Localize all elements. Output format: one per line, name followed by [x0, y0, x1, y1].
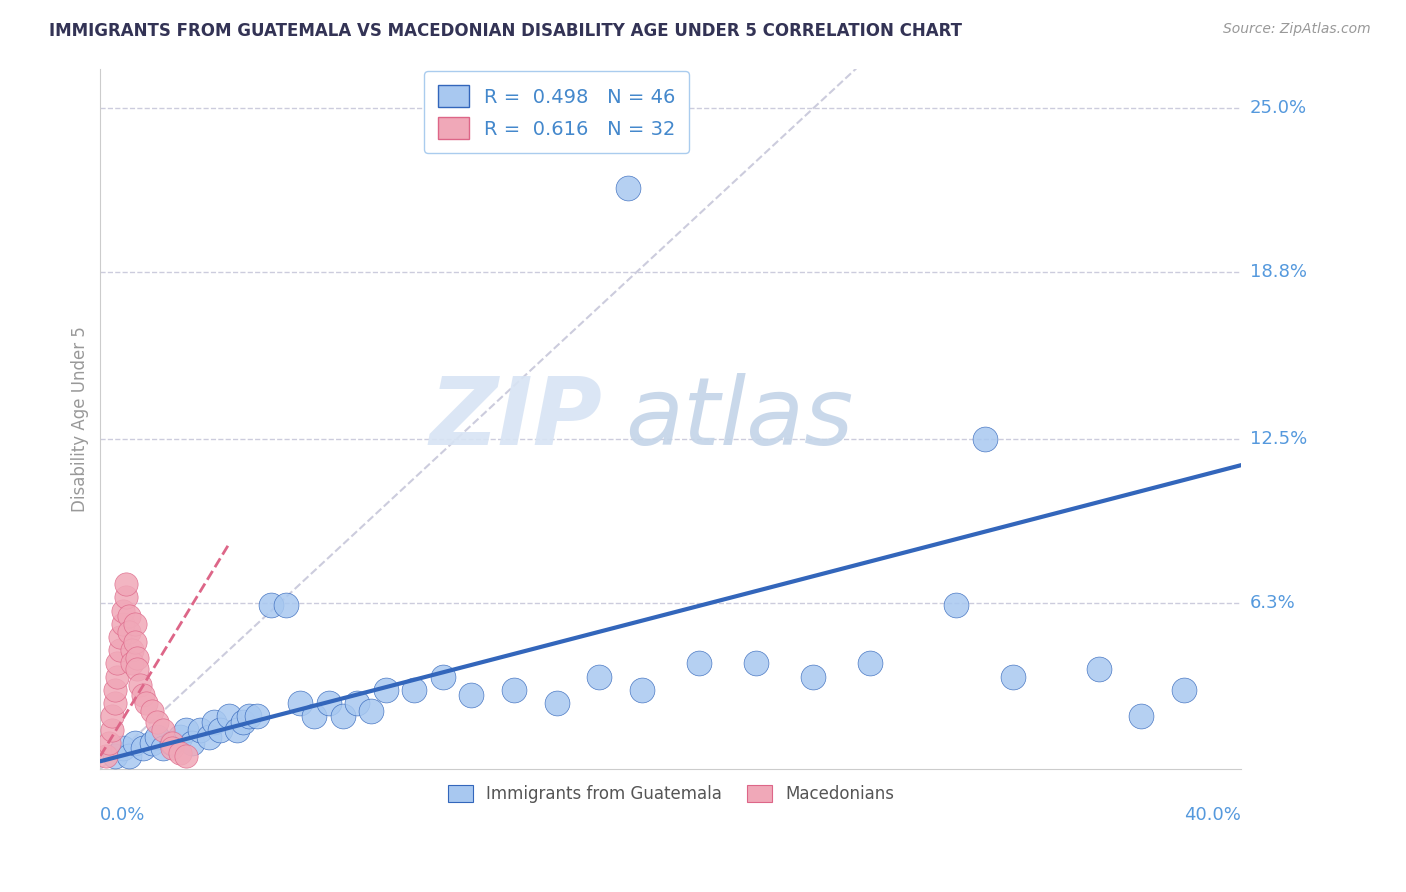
Point: [688, 657, 710, 671]
Point: [460, 688, 482, 702]
Point: [332, 709, 354, 723]
Legend: Immigrants from Guatemala, Macedonians: Immigrants from Guatemala, Macedonians: [441, 779, 901, 810]
Point: [209, 723, 232, 737]
Text: 18.8%: 18.8%: [1250, 263, 1306, 281]
Point: [188, 723, 211, 737]
Point: [135, 696, 157, 710]
Point: [104, 682, 127, 697]
Point: [160, 741, 183, 756]
Point: [112, 616, 135, 631]
Point: [432, 670, 454, 684]
Point: [232, 714, 254, 729]
Point: [146, 731, 169, 745]
Point: [115, 577, 138, 591]
Point: [197, 731, 219, 745]
Point: [503, 682, 526, 697]
Point: [118, 608, 141, 623]
Point: [127, 651, 149, 665]
Point: [121, 657, 143, 671]
Point: [132, 741, 155, 756]
Text: 6.3%: 6.3%: [1250, 593, 1295, 612]
Text: 40.0%: 40.0%: [1184, 806, 1241, 824]
Point: [146, 714, 169, 729]
Point: [104, 696, 127, 710]
Point: [124, 616, 146, 631]
Point: [226, 723, 249, 737]
Text: atlas: atlas: [626, 374, 853, 465]
Point: [141, 736, 163, 750]
Point: [110, 630, 132, 644]
Point: [859, 657, 882, 671]
Point: [346, 696, 368, 710]
Point: [112, 603, 135, 617]
Point: [180, 736, 202, 750]
Point: [152, 741, 174, 756]
Point: [218, 709, 240, 723]
Point: [204, 714, 226, 729]
Point: [132, 688, 155, 702]
Text: ZIP: ZIP: [429, 373, 602, 465]
Point: [124, 736, 146, 750]
Point: [238, 709, 260, 723]
Point: [973, 432, 995, 446]
Text: 25.0%: 25.0%: [1250, 99, 1308, 117]
Point: [160, 736, 183, 750]
Point: [318, 696, 340, 710]
Point: [1173, 682, 1195, 697]
Point: [152, 723, 174, 737]
Text: 0.0%: 0.0%: [100, 806, 146, 824]
Point: [141, 704, 163, 718]
Point: [118, 624, 141, 639]
Point: [274, 599, 297, 613]
Point: [124, 635, 146, 649]
Point: [121, 643, 143, 657]
Point: [94, 749, 117, 764]
Y-axis label: Disability Age Under 5: Disability Age Under 5: [72, 326, 89, 512]
Point: [127, 662, 149, 676]
Point: [803, 670, 825, 684]
Point: [100, 723, 122, 737]
Point: [745, 657, 768, 671]
Point: [617, 180, 640, 194]
Point: [118, 749, 141, 764]
Point: [160, 736, 183, 750]
Text: 12.5%: 12.5%: [1250, 430, 1308, 448]
Point: [104, 749, 127, 764]
Point: [360, 704, 382, 718]
Point: [107, 657, 129, 671]
Point: [129, 677, 152, 691]
Text: Source: ZipAtlas.com: Source: ZipAtlas.com: [1223, 22, 1371, 37]
Point: [374, 682, 396, 697]
Point: [1002, 670, 1025, 684]
Point: [107, 670, 129, 684]
Point: [288, 696, 311, 710]
Point: [404, 682, 426, 697]
Point: [100, 709, 122, 723]
Point: [110, 643, 132, 657]
Point: [1130, 709, 1153, 723]
Point: [945, 599, 967, 613]
Point: [631, 682, 654, 697]
Text: IMMIGRANTS FROM GUATEMALA VS MACEDONIAN DISABILITY AGE UNDER 5 CORRELATION CHART: IMMIGRANTS FROM GUATEMALA VS MACEDONIAN …: [49, 22, 962, 40]
Point: [246, 709, 269, 723]
Point: [169, 731, 191, 745]
Point: [112, 741, 135, 756]
Point: [260, 599, 283, 613]
Point: [174, 723, 197, 737]
Point: [169, 747, 191, 761]
Point: [115, 591, 138, 605]
Point: [588, 670, 610, 684]
Point: [304, 709, 326, 723]
Point: [1087, 662, 1109, 676]
Point: [546, 696, 568, 710]
Point: [174, 749, 197, 764]
Point: [97, 736, 120, 750]
